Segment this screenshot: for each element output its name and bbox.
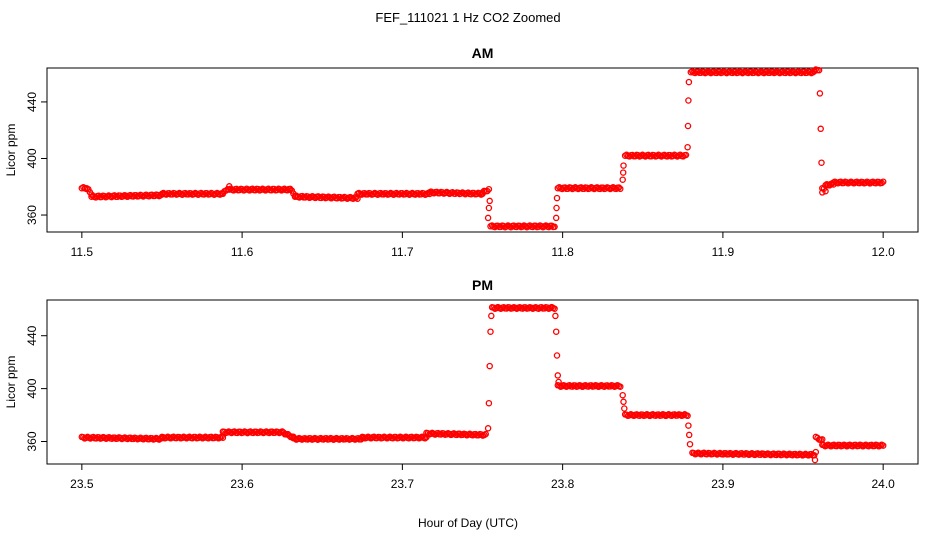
data-point — [682, 151, 690, 159]
data-point — [879, 178, 887, 185]
data-point — [553, 194, 561, 202]
data-point — [617, 383, 624, 390]
data-point — [500, 222, 507, 230]
data-point — [513, 223, 520, 231]
data-point — [554, 372, 562, 379]
x-tick-label: 23.5 — [70, 477, 94, 491]
data-point — [485, 204, 493, 212]
data-point — [617, 185, 624, 193]
data-point — [840, 179, 847, 187]
data-point — [685, 97, 692, 104]
data-point — [342, 194, 350, 201]
panel-title: AM — [472, 45, 494, 61]
plot-frame — [46, 67, 919, 233]
data-point — [875, 178, 883, 186]
y-axis-label: Licor ppm — [4, 124, 18, 177]
data-point — [685, 431, 693, 439]
data-point — [485, 185, 493, 193]
data-point — [620, 398, 627, 406]
y-tick-label: 400 — [25, 378, 39, 398]
x-tick-label: 11.8 — [551, 245, 574, 259]
data-point — [553, 352, 561, 359]
data-point — [552, 328, 560, 335]
data-point — [815, 66, 823, 74]
x-tick-label: 23.7 — [391, 477, 415, 491]
data-point — [684, 412, 691, 420]
plot-frame — [46, 299, 919, 465]
x-tick-label: 23.8 — [551, 477, 575, 491]
data-point — [551, 223, 558, 231]
data-point — [812, 448, 820, 456]
figure-title: FEF_111021 1 Hz CO2 Zoomed — [375, 10, 560, 25]
data-point — [304, 193, 312, 200]
data-point — [538, 304, 545, 311]
data-point — [816, 90, 824, 97]
data-point — [482, 430, 489, 438]
data-point — [484, 214, 492, 222]
data-point — [500, 303, 507, 311]
data-point — [684, 122, 692, 130]
data-point — [818, 159, 825, 166]
data-point — [486, 197, 493, 205]
data-point — [619, 176, 626, 183]
data-point — [619, 391, 626, 399]
data-point — [552, 214, 560, 222]
y-tick-label: 360 — [25, 431, 39, 451]
data-point — [548, 222, 555, 229]
chart-panel-am: AM Licor ppm 11.5 11.6 11.7 11.8 11.9 12.0 360 40… — [4, 45, 919, 259]
data-point — [135, 192, 143, 200]
data-points — [78, 66, 887, 231]
data-point — [555, 378, 562, 386]
data-point — [819, 189, 826, 196]
data-points — [78, 303, 887, 464]
x-tick-label: 12.0 — [871, 245, 895, 259]
x-tick-label: 11.7 — [391, 245, 414, 259]
data-point — [811, 456, 819, 464]
data-point — [817, 125, 824, 133]
data-point — [408, 433, 416, 441]
x-tick-label: 11.6 — [231, 245, 254, 259]
data-point — [484, 425, 492, 432]
data-point — [541, 305, 548, 312]
data-point — [619, 169, 627, 176]
x-tick-label: 23.6 — [230, 477, 254, 491]
data-point — [485, 399, 493, 407]
data-point — [878, 179, 885, 187]
panel-title: PM — [472, 277, 493, 293]
y-tick-label: 440 — [25, 325, 39, 345]
data-point — [684, 143, 691, 151]
data-point — [219, 434, 227, 441]
x-tick-label: 11.5 — [71, 245, 94, 259]
data-point — [553, 204, 560, 212]
y-tick-label: 440 — [25, 92, 39, 112]
data-point — [621, 405, 628, 412]
y-axis-label: Licor ppm — [4, 356, 18, 409]
data-point — [478, 431, 485, 438]
x-tick-label: 11.9 — [712, 245, 735, 259]
data-point — [615, 184, 623, 191]
data-point — [352, 194, 360, 201]
x-tick-label: 23.9 — [711, 477, 735, 491]
x-tick-label: 24.0 — [871, 477, 895, 491]
y-tick-label: 360 — [25, 205, 39, 225]
data-point — [822, 187, 829, 195]
data-point — [487, 328, 494, 335]
data-point — [620, 162, 627, 169]
panels: AM Licor ppm 11.5 11.6 11.7 11.8 11.9 12.0 360 40… — [4, 45, 919, 491]
data-point — [552, 312, 559, 320]
data-point — [551, 305, 558, 312]
data-point — [879, 442, 887, 449]
data-point — [685, 422, 692, 429]
data-point — [685, 78, 693, 86]
data-point — [333, 195, 341, 202]
data-point — [486, 362, 493, 370]
data-point — [686, 440, 694, 448]
y-tick-label: 400 — [25, 148, 39, 168]
data-point — [488, 312, 495, 320]
chart-panel-pm: PM Licor ppm 23.5 23.6 23.7 23.8 23.9 24.0 360 40… — [4, 277, 919, 491]
data-point — [522, 304, 529, 311]
figure-x-axis-label: Hour of Day (UTC) — [418, 516, 518, 530]
